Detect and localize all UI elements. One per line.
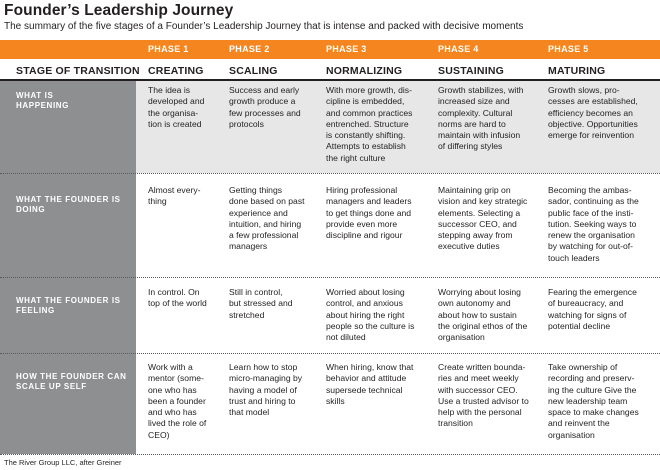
row-label-doing: WHAT THE FOUNDER IS DOING (16, 195, 121, 214)
cell-feeling-scaling: Still in control, but stressed and stret… (229, 287, 293, 320)
cell-scaleup-normalizing: When hiring, know that behavior and atti… (326, 362, 414, 406)
cell-scaleup-maturing: Take ownership of recording and preserv-… (548, 362, 639, 440)
stage-divider (0, 79, 660, 81)
cell-scaleup-sustaining: Create written bounda- ries and meet wee… (438, 362, 529, 429)
row-label-feeling: WHAT THE FOUNDER IS FEELING (16, 296, 121, 315)
row-label-scale-up: HOW THE FOUNDER CAN SCALE UP SELF (16, 372, 127, 391)
cell-doing-normalizing: Hiring professional managers and leaders… (326, 185, 412, 241)
phase-5-label: PHASE 5 (548, 44, 589, 54)
stage-sustaining: SUSTAINING (438, 65, 504, 77)
phase-header-bar (0, 40, 660, 59)
page-subtitle: The summary of the five stages of a Foun… (4, 21, 524, 32)
row-separator (0, 277, 660, 278)
cell-feeling-sustaining: Worrying about losing own autonomy and a… (438, 287, 528, 343)
stage-scaling: SCALING (229, 65, 278, 77)
row-label-happening: WHAT IS HAPPENING (16, 91, 69, 110)
row-band-happening (136, 81, 660, 173)
cell-scaleup-creating: Work with a mentor (some- one who has be… (148, 362, 207, 440)
cell-feeling-maturing: Fearing the emergence of bureaucracy, an… (548, 287, 637, 331)
stage-normalizing: NORMALIZING (326, 65, 403, 77)
phase-2-label: PHASE 2 (229, 44, 270, 54)
cell-feeling-creating: In control. On top of the world (148, 287, 207, 309)
cell-doing-sustaining: Maintaining grip on vision and key strat… (438, 185, 528, 252)
row-separator (0, 353, 660, 354)
row-separator (0, 173, 660, 174)
phase-3-label: PHASE 3 (326, 44, 367, 54)
row-separator (0, 454, 660, 455)
phase-4-label: PHASE 4 (438, 44, 479, 54)
page-title: Founder’s Leadership Journey (4, 2, 234, 19)
stage-maturing: MATURING (548, 65, 606, 77)
cell-feeling-normalizing: Worried about losing control, and anxiou… (326, 287, 415, 343)
cell-happening-sustaining: Growth stabilizes, with increased size a… (438, 85, 524, 152)
cell-happening-maturing: Growth slows, pro- cesses are establishe… (548, 85, 638, 141)
cell-happening-normalizing: With more growth, dis- cipline is embedd… (326, 85, 413, 163)
row-label-column (0, 81, 136, 454)
source-credit: The River Group LLC, after Greiner (4, 458, 122, 467)
cell-doing-scaling: Getting things done based on past experi… (229, 185, 305, 252)
cell-scaleup-scaling: Learn how to stop micro-managing by havi… (229, 362, 303, 418)
phase-1-label: PHASE 1 (148, 44, 189, 54)
cell-doing-creating: Almost every- thing (148, 185, 201, 207)
cell-happening-scaling: Success and early growth produce a few p… (229, 85, 301, 129)
stage-row-label: STAGE OF TRANSITION (16, 65, 140, 77)
cell-happening-creating: The idea is developed and the organisa- … (148, 85, 205, 129)
cell-doing-maturing: Becoming the ambas- sador, continuing as… (548, 185, 639, 263)
stage-creating: CREATING (148, 65, 204, 77)
